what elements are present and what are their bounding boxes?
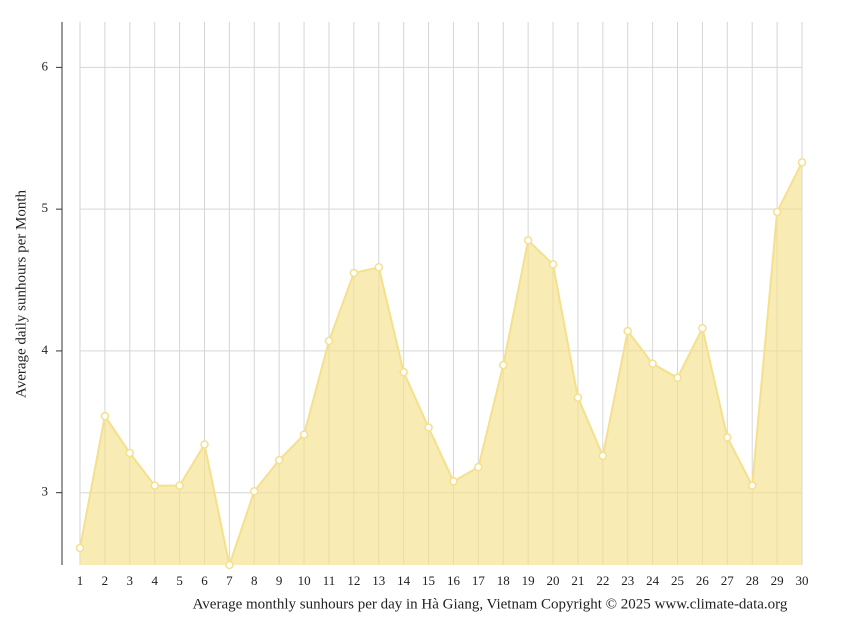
point bbox=[424, 423, 433, 432]
point bbox=[399, 367, 408, 377]
point bbox=[125, 448, 135, 458]
point bbox=[797, 158, 807, 167]
x-tick-label: 15 bbox=[422, 573, 435, 588]
x-tick-label: 30 bbox=[796, 573, 809, 588]
point bbox=[673, 373, 682, 383]
x-tick-label: 3 bbox=[127, 573, 134, 588]
point bbox=[75, 543, 85, 553]
x-tick-label: 27 bbox=[721, 573, 735, 588]
point bbox=[349, 268, 359, 278]
point bbox=[548, 260, 558, 269]
x-tick-label: 23 bbox=[621, 573, 634, 588]
point bbox=[200, 440, 209, 449]
x-tick-label: 19 bbox=[522, 573, 535, 588]
point bbox=[175, 481, 184, 490]
x-tick-label: 20 bbox=[547, 573, 560, 588]
point bbox=[648, 359, 657, 368]
y-tick-label: 4 bbox=[42, 342, 49, 357]
point bbox=[299, 430, 309, 439]
x-tick-label: 21 bbox=[571, 573, 584, 588]
x-tick-label: 4 bbox=[151, 573, 158, 588]
x-tick-label: 18 bbox=[497, 573, 510, 588]
x-tick-label: 9 bbox=[276, 573, 283, 588]
point bbox=[100, 411, 110, 421]
x-tick-label: 1 bbox=[77, 573, 84, 588]
x-tick-label: 6 bbox=[201, 573, 208, 588]
x-tick-label: 24 bbox=[646, 573, 660, 588]
x-tick-label: 11 bbox=[323, 573, 336, 588]
point bbox=[374, 263, 384, 272]
line bbox=[79, 161, 803, 569]
x-tick-label: 28 bbox=[746, 573, 759, 588]
point bbox=[772, 207, 782, 217]
point bbox=[573, 393, 583, 402]
y-tick-label: 5 bbox=[42, 200, 49, 215]
x-tick-label: 12 bbox=[347, 573, 360, 588]
x-tick-label: 5 bbox=[176, 573, 183, 588]
point bbox=[274, 455, 284, 465]
x-tick-label: 10 bbox=[298, 573, 311, 588]
point bbox=[474, 462, 483, 472]
x-tick-label: 22 bbox=[596, 573, 609, 588]
point bbox=[523, 236, 533, 245]
x-tick-label: 13 bbox=[372, 573, 385, 588]
point bbox=[324, 336, 334, 346]
x-tick-label: 16 bbox=[447, 573, 461, 588]
y-axis-label: Average daily sunhours per Month bbox=[13, 190, 29, 399]
point bbox=[449, 477, 458, 486]
point bbox=[747, 481, 757, 490]
point bbox=[723, 433, 732, 442]
x-tick-label: 17 bbox=[472, 573, 486, 588]
point bbox=[598, 451, 608, 461]
y-tick-label: 3 bbox=[42, 484, 49, 499]
point bbox=[150, 481, 159, 490]
y-tick-label: 6 bbox=[42, 58, 49, 73]
point bbox=[498, 360, 508, 370]
chart-title: Average monthly sunhours per day in Hà G… bbox=[193, 596, 788, 612]
x-tick-label: 7 bbox=[226, 573, 233, 588]
x-tick-label: 8 bbox=[251, 573, 258, 588]
x-tick-label: 25 bbox=[671, 573, 684, 588]
x-tick-label: 2 bbox=[102, 573, 109, 588]
x-tick-label: 26 bbox=[696, 573, 710, 588]
point bbox=[623, 326, 632, 336]
point bbox=[698, 323, 707, 333]
area bbox=[80, 162, 802, 565]
x-tick-label: 14 bbox=[397, 573, 411, 588]
point bbox=[250, 487, 259, 496]
x-tick-label: 29 bbox=[771, 573, 784, 588]
point bbox=[225, 560, 234, 570]
